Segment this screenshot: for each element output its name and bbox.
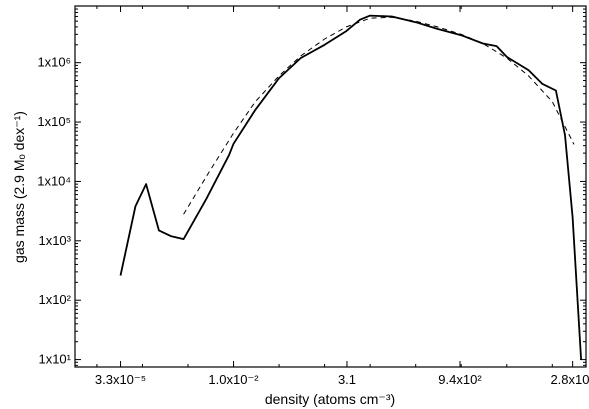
axis-ticks: 3.3x10⁻⁵ 1.0x10⁻² 3.1 9.4x10² 2.8x10⁵ 1x10¹ 1x… bbox=[37, 6, 589, 387]
y-tick-label: 1x10³ bbox=[38, 233, 71, 248]
x-axis-label: density (atoms cm⁻³) bbox=[265, 391, 395, 407]
data-series bbox=[119, 14, 582, 360]
y-tick-label: 1x10¹ bbox=[38, 352, 71, 367]
y-tick-label: 1x10⁶ bbox=[37, 55, 71, 70]
solid-data-line bbox=[119, 14, 582, 360]
y-tick-label: 1x10² bbox=[38, 292, 71, 307]
x-tick-label: 2.8x10⁵ bbox=[550, 372, 589, 387]
x-tick-label: 1.0x10⁻² bbox=[208, 372, 259, 387]
y-tick-label: 1x10⁵ bbox=[37, 114, 71, 129]
x-tick-label: 3.3x10⁻⁵ bbox=[95, 372, 146, 387]
y-tick-label: 1x10⁴ bbox=[37, 173, 71, 188]
y-axis-label: gas mass (2.9 Mₒ dex⁻¹) bbox=[11, 111, 27, 263]
plot-frame bbox=[74, 5, 587, 368]
x-tick-label: 3.1 bbox=[338, 372, 356, 387]
dashed-fit-line bbox=[183, 16, 575, 215]
x-tick-label: 9.4x10² bbox=[438, 372, 482, 387]
